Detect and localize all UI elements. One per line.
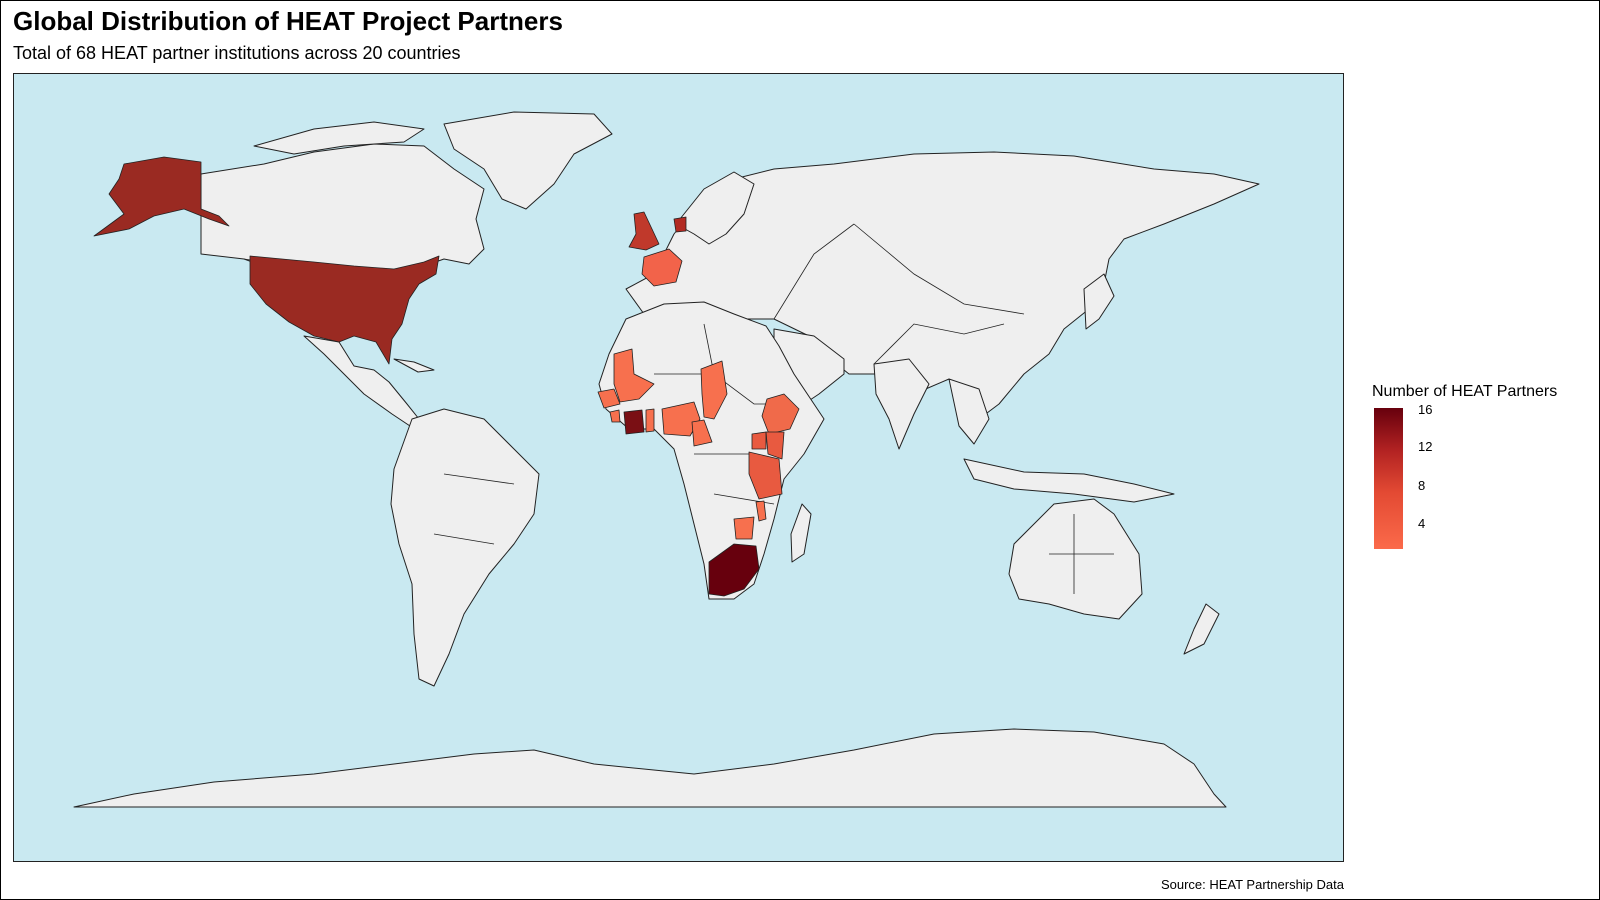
land-indonesia [963,458,1175,503]
land-scandinavia [675,171,755,245]
partner-countries: United States United States United Kingd… [93,156,800,597]
legend-tickmark [1403,446,1407,447]
legend-colorbar [1374,408,1403,549]
country-kenya: Kenya [765,431,785,460]
country-south-africa: South Africa [708,543,760,597]
legend-tick-12: 12 [1418,439,1433,454]
country-united-states-alaska: United States [93,156,230,237]
map-subtitle: Total of 68 HEAT partner institutions ac… [13,43,461,63]
country-uganda: Uganda [751,431,767,450]
country-chad: Chad [700,360,728,420]
legend-tickmark [1403,409,1407,410]
country-senegal: Senegal [597,388,621,409]
border-line [853,223,1025,315]
land-masses [73,111,1260,808]
map-title: Global Distribution of HEAT Project Part… [13,6,563,36]
border-line [433,533,495,545]
source-caption: Source: HEAT Partnership Data [1160,877,1344,892]
land-madagascar [790,503,812,563]
legend-tick-8: 8 [1418,478,1426,493]
country-france: France [641,248,683,287]
legend-title: Number of HEAT Partners [1372,383,1558,400]
land-arctic-islands [253,121,425,155]
land-southeast-asia [948,378,990,445]
border-line [773,223,855,320]
country-united-kingdom: United Kingdom [628,211,660,251]
country-malawi: Malawi [755,500,767,522]
country-mali: Mali [613,348,655,403]
legend-tickmark [1403,485,1407,486]
land-japan [1083,273,1115,330]
legend-tick-4: 4 [1418,516,1426,531]
country-netherlands: Netherlands [673,216,687,233]
legend-tick-16: 16 [1418,402,1433,417]
land-antarctica [73,728,1227,808]
land-australia [1008,498,1143,620]
land-new-zealand [1183,603,1220,655]
land-south-america [390,408,540,687]
map-panel: United States United States United Kingd… [13,73,1344,862]
country-cameroon: Cameroon [691,419,713,447]
land-greenland [443,111,613,210]
map-legend: Number of HEAT Partners 16 12 8 4 [1372,381,1600,561]
country-ethiopia: Ethiopia [761,393,800,435]
country-united-states: United States [249,255,440,365]
world-map: United States United States United Kingd… [73,111,1260,808]
border-line [443,473,515,485]
land-india [873,358,930,450]
country-tanzania: Tanzania [748,451,783,500]
country-cote-divoire: Côte d'Ivoire [623,409,645,435]
border-line [873,323,1005,365]
land-mexico [303,335,430,431]
legend-tickmark [1403,523,1407,524]
land-caribbean [393,358,435,373]
country-ghana: Ghana [645,408,655,433]
country-sierra-leone: Sierra Leone [609,409,621,423]
country-zimbabwe: Zimbabwe [733,516,755,540]
